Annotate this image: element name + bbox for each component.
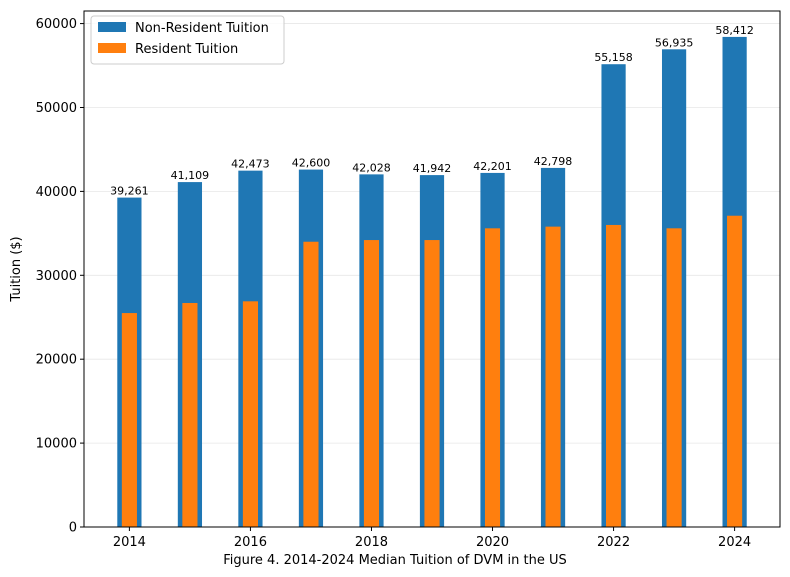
bar-resident [242, 301, 258, 527]
y-axis-title: Tuition ($) [9, 236, 24, 302]
x-tick-label: 2014 [113, 535, 146, 550]
y-tick-label: 10000 [36, 437, 77, 452]
resident-bars [121, 215, 743, 528]
data-label-non-resident: 42,028 [352, 161, 391, 174]
y-tick-label: 40000 [36, 185, 77, 200]
bar-resident [303, 241, 319, 528]
data-label-non-resident: 56,935 [655, 36, 694, 49]
bar-resident [424, 240, 440, 528]
bar-resident [606, 224, 622, 527]
bar-resident [545, 226, 561, 527]
bar-resident [121, 313, 137, 527]
x-tick-label: 2018 [355, 535, 388, 550]
bar-resident [182, 302, 198, 527]
x-tick-label: 2022 [597, 535, 630, 550]
data-label-non-resident: 42,473 [231, 158, 270, 171]
plot-frame [83, 10, 781, 528]
x-axis: 2014 2016 2018 2020 2022 2024 [113, 527, 751, 550]
legend-box [90, 15, 285, 65]
x-tick-label: 2024 [718, 535, 751, 550]
data-label-non-resident: 42,201 [473, 160, 512, 173]
legend-swatch-resident [98, 43, 126, 53]
bar-resident [363, 240, 380, 528]
data-label-non-resident: 41,942 [413, 162, 452, 175]
bar-resident [727, 215, 743, 527]
y-axis: 0 10000 20000 30000 40000 50000 60000 [36, 17, 84, 536]
data-label-non-resident: 42,798 [534, 155, 573, 168]
y-tick-label: 50000 [36, 101, 77, 116]
legend-label-non-resident: Non-Resident Tuition [135, 21, 269, 36]
data-label-non-resident: 39,261 [110, 185, 149, 198]
x-tick-label: 2016 [234, 535, 267, 550]
bar-resident [666, 228, 682, 527]
legend-swatch-non-resident [98, 22, 126, 32]
figure-caption: Figure 4. 2014-2024 Median Tuition of DV… [223, 553, 567, 568]
legend-label-resident: Resident Tuition [135, 42, 238, 57]
data-label-non-resident: 55,158 [594, 51, 633, 64]
y-tick-label: 30000 [36, 269, 77, 284]
bar-resident [484, 228, 501, 527]
data-labels: 39,261 41,109 42,473 42,600 42,028 41,942 42,2… [110, 24, 754, 198]
y-tick-label: 0 [69, 521, 77, 536]
x-tick-label: 2020 [476, 535, 509, 550]
legend: Non-Resident Tuition Resident Tuition [90, 15, 285, 65]
y-tick-label: 20000 [36, 353, 77, 368]
y-tick-label: 60000 [36, 17, 77, 32]
data-label-non-resident: 41,109 [171, 169, 210, 182]
data-label-non-resident: 42,600 [292, 157, 331, 170]
data-label-non-resident: 58,412 [715, 24, 754, 37]
